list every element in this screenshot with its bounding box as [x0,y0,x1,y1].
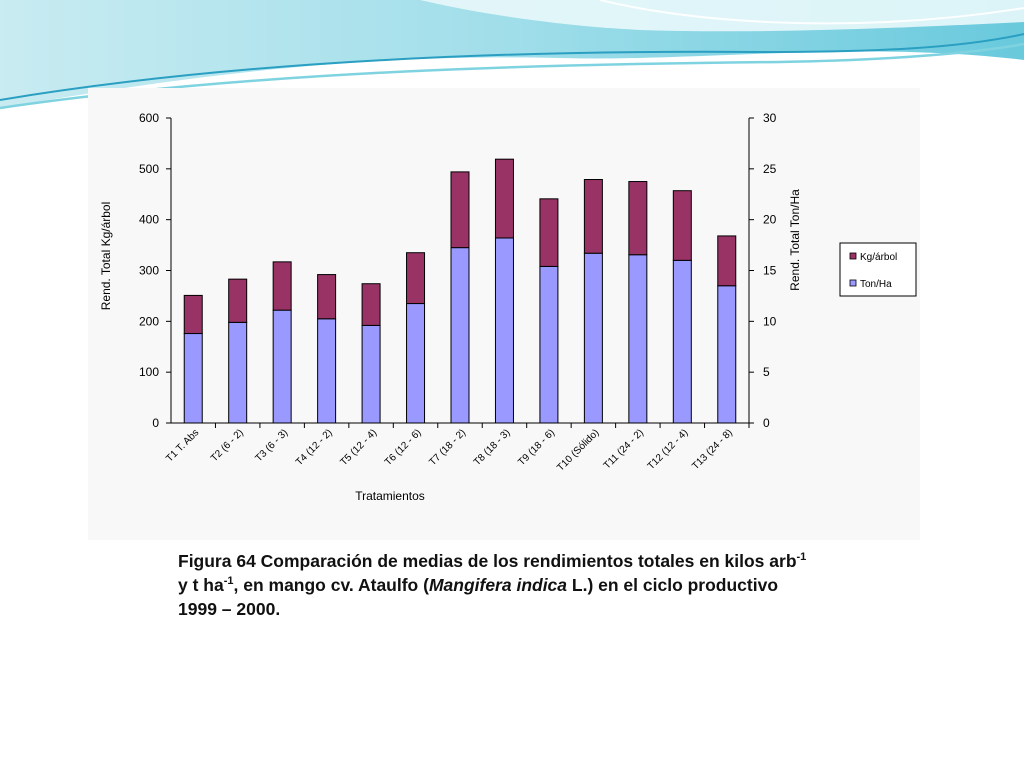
y-tick-label-right: 0 [763,416,770,430]
x-category-label: T6 (12 - 6) [383,427,424,468]
y-tick-label-left: 600 [139,111,159,125]
caption-text-2: y t ha [178,575,224,595]
x-category-label: T8 (18 - 3) [472,427,513,468]
bar-segment-kg-arbol [583,179,603,254]
y-tick-label-left: 200 [139,314,159,328]
bar-segment-kg-arbol [717,235,737,287]
wave-line-1 [0,33,1024,101]
bar-segment-ton-ha [272,309,292,424]
caption-sup-1: -1 [796,551,807,564]
bar-segment-kg-arbol [539,198,559,267]
x-category-label: T2 (6 - 2) [209,427,246,464]
bar-segment-kg-arbol [361,283,381,326]
caption-text-3: , en mango cv. Ataulfo ( [233,575,429,595]
bar-segment-ton-ha [183,333,203,424]
stacked-bar-chart: 0 100 200 300 400 500 600 0 5 10 15 20 25 30 T1 T. Ab… [99,111,917,503]
bar-segment-ton-ha [317,318,337,424]
bar-segment-kg-arbol [272,261,292,311]
wave-line-3 [599,0,1024,25]
tick-labels: 0 100 200 300 400 500 600 0 5 10 15 20 25 30 [139,111,777,430]
y-tick-label-right: 30 [763,111,777,125]
bar-segment-ton-ha [672,259,692,424]
x-category-label: T5 (12 - 4) [338,427,379,468]
bar-segment-ton-ha [450,247,470,424]
y-tick-label-left: 100 [139,365,159,379]
slide-header-wave-decoration [0,0,1024,110]
caption-species-italic: Mangifera indica [428,575,568,595]
y-axis-title-left: Rend. Total Kg/árbol [99,202,113,311]
bar-segment-kg-arbol [450,171,470,249]
bars [183,158,737,424]
bar-segment-ton-ha [406,303,426,424]
bar-segment-ton-ha [228,321,248,424]
bar-segment-ton-ha [361,324,381,424]
bar-segment-ton-ha [583,252,603,424]
x-category-label: T11 (24 - 2) [602,427,646,471]
x-axis-title: Tratamientos [355,489,425,503]
legend-swatch [849,279,857,287]
chart-panel: 0 100 200 300 400 500 600 0 5 10 15 20 25 30 T1 T. Ab… [88,88,920,540]
legend-label: Ton/Ha [860,279,892,290]
x-category-label: T3 (6 - 3) [253,427,290,464]
bar-segment-kg-arbol [406,252,426,305]
bar-segment-ton-ha [494,237,514,424]
legend: Kg/árbol Ton/Ha [839,242,917,297]
y-axis-title-right: Rend. Total Ton/Ha [788,189,802,291]
x-category-label: T7 (18 - 2) [427,427,468,468]
legend-swatch [849,252,857,260]
y-tick-label-left: 500 [139,162,159,176]
x-category-label: T1 T. Abs [164,427,201,464]
bar-segment-ton-ha [628,254,648,424]
bar-segment-kg-arbol [183,294,203,335]
legend-label: Kg/árbol [860,252,897,263]
bar-segment-kg-arbol [494,158,514,239]
y-tick-label-left: 0 [152,416,159,430]
bar-segment-kg-arbol [228,278,248,323]
bar-segment-kg-arbol [317,274,337,320]
x-category-label: T13 (24 - 8) [690,427,735,472]
caption-text-4: L.) en el ciclo productivo 1999 – 2000. [178,575,779,619]
caption-sup-2: -1 [223,575,234,588]
category-labels: T1 T. Abs T2 (6 - 2) T3 (6 - 3) T4 (12 - 2)… [164,427,735,473]
y-tick-label-right: 5 [763,365,770,379]
legend-box [839,242,917,297]
bar-segment-kg-arbol [628,181,648,256]
x-category-label: T4 (12 - 2) [294,427,335,468]
wave-line-2 [0,42,1024,110]
bar-segment-kg-arbol [672,190,692,261]
x-category-label: T10 (Sólido) [555,427,601,473]
y-tick-label-right: 15 [763,264,777,278]
caption-text-1: Figura 64 Comparación de medias de los r… [178,551,797,571]
y-tick-label-right: 20 [763,213,777,227]
x-category-label: T9 (18 - 6) [516,427,557,468]
y-tick-label-left: 400 [139,213,159,227]
figure-caption: Figura 64 Comparación de medias de los r… [178,549,818,621]
y-tick-label-right: 10 [763,314,777,328]
bar-segment-ton-ha [717,285,737,424]
y-tick-label-left: 300 [139,264,159,278]
bar-segment-ton-ha [539,265,559,424]
x-category-label: T12 (12 - 4) [646,427,691,472]
y-tick-label-right: 25 [763,162,777,176]
